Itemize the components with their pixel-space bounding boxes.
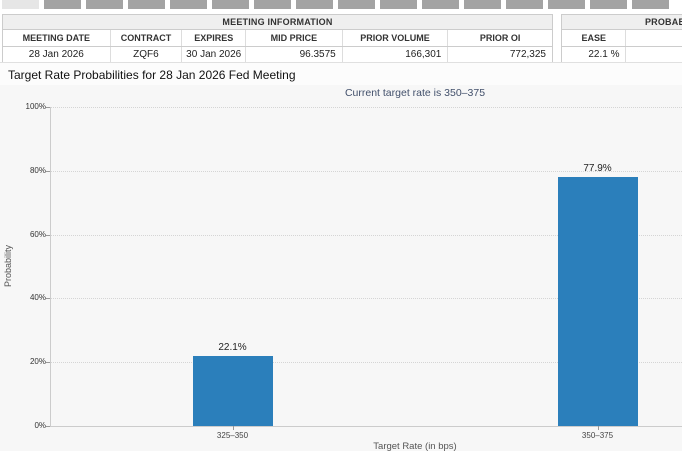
probabilities-header-row: EASENO CHANGE bbox=[562, 30, 682, 47]
y-tick-mark bbox=[46, 107, 50, 108]
meeting-tab-1[interactable] bbox=[44, 0, 81, 9]
x-axis-line bbox=[50, 426, 682, 427]
meeting-information-caption: MEETING INFORMATION bbox=[3, 15, 552, 30]
meeting-tab-5[interactable] bbox=[212, 0, 249, 9]
meeting-tab-7[interactable] bbox=[296, 0, 333, 9]
y-tick-mark bbox=[46, 234, 50, 236]
column-header: EXPIRES bbox=[182, 30, 247, 46]
table-cell: 166,301 bbox=[343, 47, 449, 62]
meeting-tab-11[interactable] bbox=[464, 0, 501, 9]
column-header: EASE bbox=[562, 30, 627, 46]
bar-325–350[interactable] bbox=[192, 355, 273, 426]
info-tables: MEETING INFORMATION MEETING DATE CONTRACT… bbox=[0, 14, 682, 63]
x-axis-label: Target Rate (in bps) bbox=[373, 441, 457, 451]
column-header: PRIOR OI bbox=[479, 33, 521, 43]
bar-value-label: 77.9% bbox=[583, 163, 612, 175]
meeting-tab-8[interactable] bbox=[338, 0, 375, 9]
meeting-tab-15[interactable] bbox=[632, 0, 669, 9]
meeting-tab-10[interactable] bbox=[422, 0, 459, 9]
gridline bbox=[50, 170, 682, 172]
y-tick-label: 80% bbox=[29, 165, 46, 175]
table-cell: 22.1 % bbox=[562, 47, 627, 62]
meeting-information-table: MEETING INFORMATION MEETING DATE CONTRACT… bbox=[2, 14, 553, 63]
column-header: MEETING DATE bbox=[3, 30, 111, 46]
probabilities-data-row: 22.1 % bbox=[562, 47, 682, 62]
meeting-tab-9[interactable] bbox=[380, 0, 417, 9]
category-label: 350–375 bbox=[581, 431, 614, 440]
meeting-tab-2[interactable] bbox=[86, 0, 123, 9]
meeting-information-data-row: 28 Jan 2026 ZQF6 30 Jan 2026 96.3575 166,301… bbox=[3, 47, 552, 62]
column-header: CONTRACT bbox=[111, 30, 183, 46]
table-cell: 96.3575 bbox=[246, 47, 343, 62]
meeting-tab-bar bbox=[2, 0, 682, 9]
y-axis-label: Probability bbox=[3, 244, 13, 288]
y-tick-label: 20% bbox=[29, 357, 46, 367]
y-tick-label: 0% bbox=[34, 421, 46, 430]
probabilities-caption: PROBABILITIES bbox=[562, 15, 682, 30]
column-header: MID PRICE bbox=[246, 30, 343, 46]
y-tick-label: 60% bbox=[29, 229, 46, 239]
meeting-information-header-row: MEETING DATE CONTRACT EXPIRES MID PRICE PRIO… bbox=[3, 30, 552, 47]
y-tick-mark bbox=[46, 362, 50, 364]
bar-350–375[interactable] bbox=[557, 177, 638, 426]
category-label: 325–350 bbox=[216, 431, 249, 440]
meeting-tab-6[interactable] bbox=[254, 0, 291, 9]
chart-title: Target Rate Probabilities for 28 Jan 202… bbox=[8, 68, 296, 82]
probabilities-table: PROBABILITIES EASENO CHANGE 22.1 % bbox=[561, 14, 682, 63]
table-cell: ZQF6 bbox=[111, 47, 183, 62]
y-tick-mark bbox=[46, 298, 50, 300]
gridline bbox=[50, 107, 682, 108]
table-cell bbox=[626, 47, 682, 62]
chart-title-bar: Target Rate Probabilities for 28 Jan 202… bbox=[0, 62, 682, 85]
x-tick-mark bbox=[597, 426, 599, 430]
table-cell: 772,325 bbox=[509, 49, 546, 60]
y-tick-label: 100% bbox=[25, 102, 46, 111]
y-tick-label: 40% bbox=[29, 293, 46, 303]
y-tick-mark bbox=[46, 170, 50, 172]
chart-subtitle: Current target rate is 350–375 bbox=[344, 87, 486, 99]
gridline bbox=[50, 362, 682, 364]
meeting-tab-14[interactable] bbox=[590, 0, 627, 9]
probability-bar-chart: Current target rate is 350–375 Probabili… bbox=[0, 85, 682, 451]
gridline bbox=[50, 298, 682, 300]
meeting-tab-4[interactable] bbox=[170, 0, 207, 9]
column-header: PRIOR VOLUME bbox=[343, 30, 449, 46]
y-tick-mark bbox=[46, 426, 50, 427]
gridline bbox=[50, 234, 682, 236]
y-axis-line bbox=[50, 107, 51, 426]
table-cell: 30 Jan 2026 bbox=[182, 47, 247, 62]
column-header: NO CHANGE bbox=[626, 30, 682, 46]
x-tick-mark bbox=[232, 426, 234, 430]
table-cell: 28 Jan 2026 bbox=[3, 47, 111, 62]
bar-value-label: 22.1% bbox=[218, 341, 247, 353]
meeting-tab-13[interactable] bbox=[548, 0, 585, 9]
meeting-tab-0[interactable] bbox=[2, 0, 39, 9]
meeting-tab-3[interactable] bbox=[128, 0, 165, 9]
meeting-tab-12[interactable] bbox=[506, 0, 543, 9]
